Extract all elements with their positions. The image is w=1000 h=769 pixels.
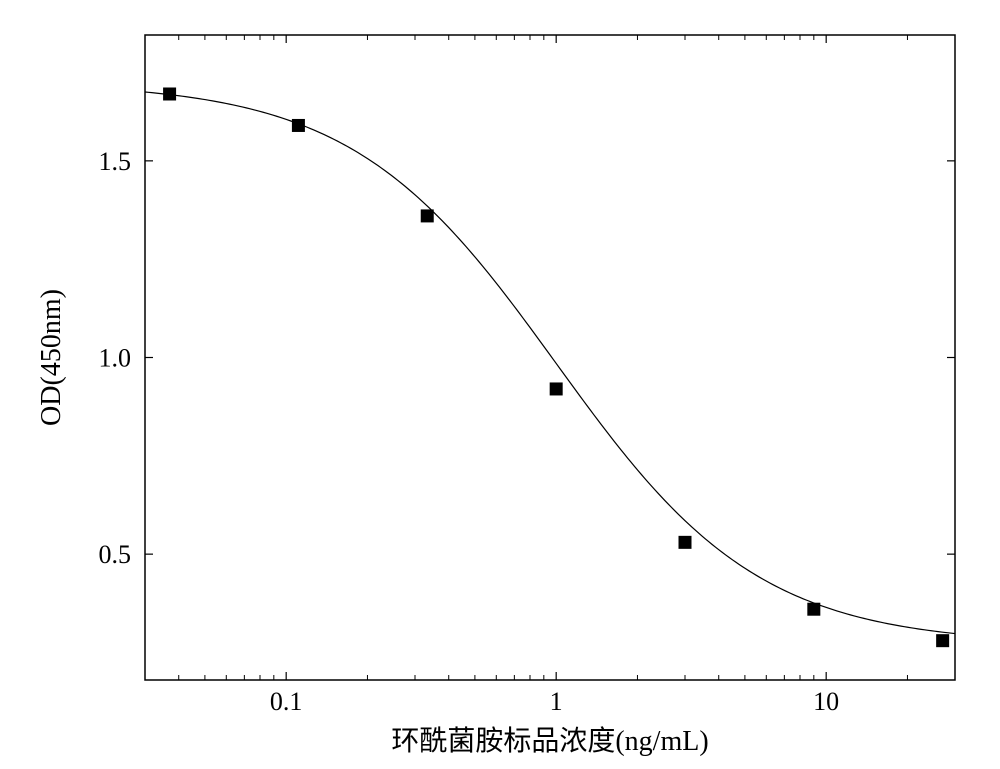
y-tick-label: 1.5 [99, 147, 132, 176]
data-marker [292, 119, 304, 131]
x-axis-label: 环酰菌胺标品浓度(ng/mL) [391, 725, 708, 757]
y-tick-label: 1.0 [99, 344, 132, 373]
x-tick-label: 1 [550, 687, 563, 716]
data-marker [164, 88, 176, 100]
fit-curve [145, 92, 955, 634]
chart-svg: 0.1 1 10 0.5 1.0 1.5 环酰菌胺标品浓度(ng/mL) OD(450nm) [0, 0, 1000, 769]
x-tick-label: 0.1 [270, 687, 303, 716]
y-axis-label: OD(450nm) [36, 289, 67, 426]
data-marker [421, 210, 433, 222]
x-tick-label: 10 [813, 687, 839, 716]
data-marker [937, 635, 949, 647]
plot-border [145, 35, 955, 680]
data-marker [679, 536, 691, 548]
y-tick-label: 0.5 [99, 540, 132, 569]
data-marker [808, 603, 820, 615]
data-marker [550, 383, 562, 395]
chart-container: 0.1 1 10 0.5 1.0 1.5 环酰菌胺标品浓度(ng/mL) OD(450nm) [0, 0, 1000, 769]
